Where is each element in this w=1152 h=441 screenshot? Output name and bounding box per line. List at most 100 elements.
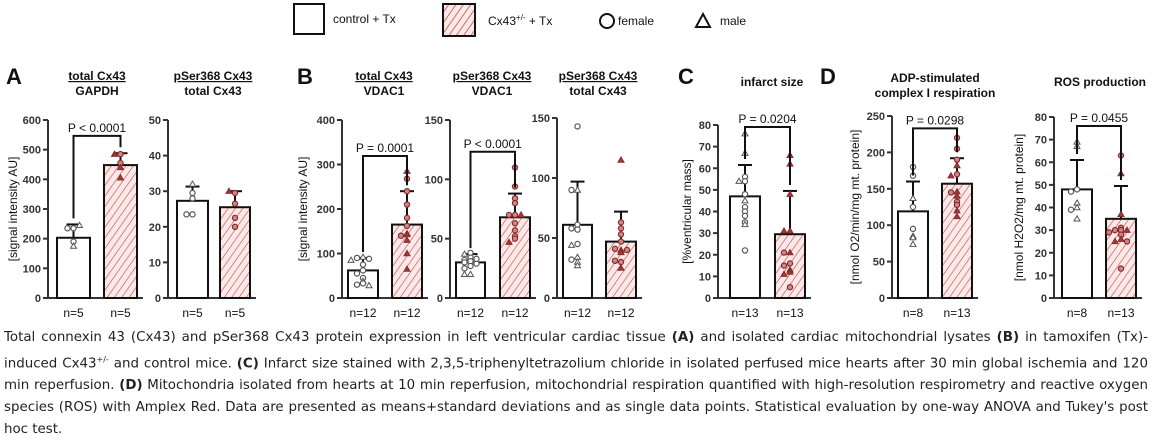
y-tick-label: 200: [867, 147, 885, 159]
data-point-male: [1117, 210, 1125, 217]
data-point-female: [611, 245, 619, 252]
y-tick-label: 10: [149, 257, 161, 269]
data-point-male: [780, 270, 788, 277]
p-value-label: P = 0.0455: [1070, 111, 1128, 125]
data-point-female: [617, 225, 625, 232]
caption-text: +/-: [96, 355, 109, 364]
n-label: n=12: [564, 306, 591, 320]
y-tick-label: 60: [1035, 157, 1047, 169]
chart-title-denominator: total Cx43: [184, 84, 242, 98]
data-point-male: [460, 270, 469, 277]
y-axis-label: [%ventricular mass]: [680, 159, 694, 264]
data-point-female: [183, 211, 190, 218]
data-point-male: [909, 194, 917, 201]
y-tick-label: 150: [425, 115, 443, 127]
y-tick-label: 70: [1035, 135, 1047, 147]
legend-item-control: control + Tx: [293, 3, 396, 35]
chart-title-numerator: pSer368 Cx43: [174, 69, 253, 83]
n-label: n=13: [776, 306, 803, 320]
caption-text: Mitochondria isolated from hearts at 10 …: [4, 378, 1149, 438]
data-point-female: [403, 201, 411, 208]
data-point-male: [617, 248, 625, 256]
y-tick-label: 150: [867, 184, 885, 196]
data-point-male: [505, 238, 513, 245]
y-tick-label: 400: [23, 174, 41, 186]
y-tick-label: 0: [155, 293, 161, 305]
n-label: n=8: [1067, 306, 1088, 320]
data-point-female: [1067, 206, 1075, 213]
y-tick-label: 0: [437, 293, 443, 305]
y-tick-label: 100: [425, 174, 443, 186]
y-tick-label: 20: [1035, 248, 1047, 260]
data-point-male: [466, 270, 475, 277]
y-tick-label: 250: [867, 111, 885, 123]
caption-text: and isolated cardiac mitochondrial lysat…: [694, 330, 997, 345]
data-point-female: [786, 260, 794, 267]
data-point-male: [573, 261, 582, 269]
p-value-label: P = 0.0204: [738, 112, 796, 126]
data-point-male: [1123, 226, 1131, 233]
chart-title-line: ADP-stimulated: [890, 71, 979, 85]
data-point-female: [231, 223, 239, 230]
bar-control: [56, 236, 91, 300]
chart-title-numerator: pSer368 Cx43: [559, 69, 638, 83]
data-point-female: [403, 222, 411, 230]
y-tick-label: 80: [699, 120, 711, 132]
data-point-female: [231, 214, 239, 222]
y-tick-label: 0: [329, 293, 335, 305]
data-point-female: [909, 203, 917, 211]
caption-text: Total connexin 43 (Cx43) and pSer368 Cx4…: [4, 330, 672, 345]
y-axis-label: [nmol O2/min/mg mt. protein]: [848, 130, 862, 285]
data-point-female: [623, 246, 631, 254]
data-point-female: [741, 247, 749, 254]
data-point-male: [110, 150, 119, 157]
data-point-female: [353, 254, 361, 262]
y-tick-label: 500: [23, 145, 41, 157]
data-point-male: [953, 161, 961, 169]
chart-title: infarct size: [741, 75, 804, 89]
y-axis-label: [nmol H2O2/mg mt. protein]: [1012, 134, 1026, 281]
chart-title-numerator: total Cx43: [68, 69, 126, 83]
data-point-male: [617, 263, 625, 271]
data-point-male: [69, 242, 78, 249]
figure-caption: Total connexin 43 (Cx43) and pSer368 Cx4…: [4, 327, 1148, 441]
data-point-male: [909, 233, 917, 241]
data-point-male: [460, 250, 469, 257]
data-point-female: [467, 262, 474, 270]
data-point-female: [403, 187, 411, 195]
y-tick-label: 60: [699, 163, 711, 175]
data-point-female: [511, 220, 519, 227]
data-point-male: [517, 210, 525, 218]
data-point-male: [573, 185, 582, 193]
data-point-female: [1105, 229, 1113, 236]
y-tick-label: 50: [873, 257, 885, 269]
n-label: n=5: [182, 306, 203, 320]
significance-bracket: [912, 127, 958, 176]
y-tick-label: 50: [1035, 180, 1047, 192]
data-point-male: [347, 256, 355, 263]
caption-text: in tamoxifen (Tx)-induced Cx43: [4, 330, 1148, 372]
legend-label-male: male: [720, 14, 747, 28]
data-point-female: [617, 219, 625, 226]
data-point-male: [735, 177, 743, 184]
caption-panel-ref: (B): [996, 330, 1020, 345]
data-point-male: [116, 173, 125, 181]
data-point-female: [461, 265, 468, 272]
panel-letter-d: D: [820, 64, 836, 89]
data-point-female: [786, 283, 794, 291]
y-tick-label: 30: [699, 228, 711, 240]
y-tick-label: 50: [149, 115, 161, 127]
n-label: n=12: [501, 306, 528, 320]
data-point-female: [568, 225, 575, 232]
data-point-male: [403, 249, 411, 257]
y-tick-label: 10: [1035, 270, 1047, 282]
data-point-female: [574, 226, 581, 233]
data-point-female: [574, 123, 581, 130]
data-point-female: [511, 227, 519, 234]
y-axis-label: [signal intensity AU]: [296, 157, 310, 262]
data-point-female: [617, 231, 625, 238]
y-tick-label: 40: [1035, 203, 1047, 215]
y-tick-label: 300: [317, 160, 335, 172]
